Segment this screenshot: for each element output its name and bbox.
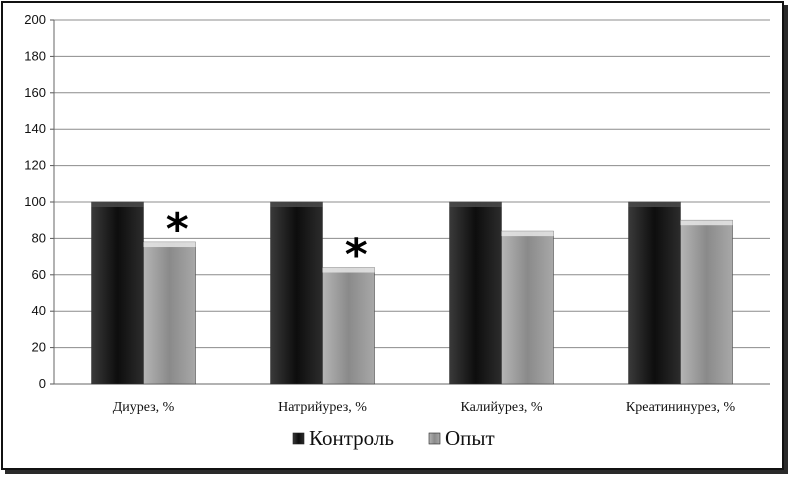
- bar-highlight: [270, 202, 323, 207]
- bar-control: [449, 201, 502, 385]
- x-tick-label: Креатининурез, %: [626, 400, 736, 415]
- y-tick-label: 0: [39, 376, 46, 391]
- bars: [91, 201, 733, 385]
- legend-label-control: Контроль: [309, 426, 394, 450]
- x-tick-label: Калийурез, %: [460, 400, 542, 415]
- bar-highlight: [680, 220, 733, 226]
- axis-labels: 0 20 40 60 80 100 120 140 160 180 200 Диурез, % Натр…: [24, 12, 735, 415]
- y-tick-label: 200: [24, 12, 46, 27]
- bar-highlight: [143, 242, 196, 248]
- legend: Контроль Опыт: [292, 426, 495, 450]
- y-tick-label: 80: [32, 230, 46, 245]
- x-tick-label: Диурез, %: [113, 400, 175, 415]
- y-tick-label: 120: [24, 158, 46, 173]
- y-tick-label: 60: [32, 267, 46, 282]
- bar-control: [91, 201, 144, 385]
- annotations: * *: [166, 204, 368, 280]
- bar-highlight: [628, 202, 681, 207]
- bar-highlight: [91, 202, 144, 207]
- legend-swatch-control: [292, 432, 305, 445]
- bar-experiment: [143, 241, 196, 385]
- legend-swatch-experiment: [428, 432, 441, 445]
- y-tick-label: 40: [32, 303, 46, 318]
- y-tick-label: 140: [24, 121, 46, 136]
- bar-highlight: [501, 231, 554, 237]
- significance-asterisk: *: [345, 230, 368, 281]
- bar-highlight: [322, 267, 375, 273]
- bar-experiment: [680, 219, 733, 385]
- bar-experiment: [501, 230, 554, 385]
- bar-control: [270, 201, 323, 385]
- y-tick-label: 180: [24, 48, 46, 63]
- significance-asterisk: *: [166, 204, 189, 255]
- legend-label-experiment: Опыт: [445, 426, 495, 450]
- bar-control: [628, 201, 681, 385]
- bar-experiment: [322, 267, 375, 385]
- x-tick-label: Натрийурез, %: [278, 400, 367, 415]
- y-tick-label: 20: [32, 340, 46, 355]
- y-tick-label: 100: [24, 194, 46, 209]
- bar-highlight: [449, 202, 502, 207]
- y-tick-label: 160: [24, 85, 46, 100]
